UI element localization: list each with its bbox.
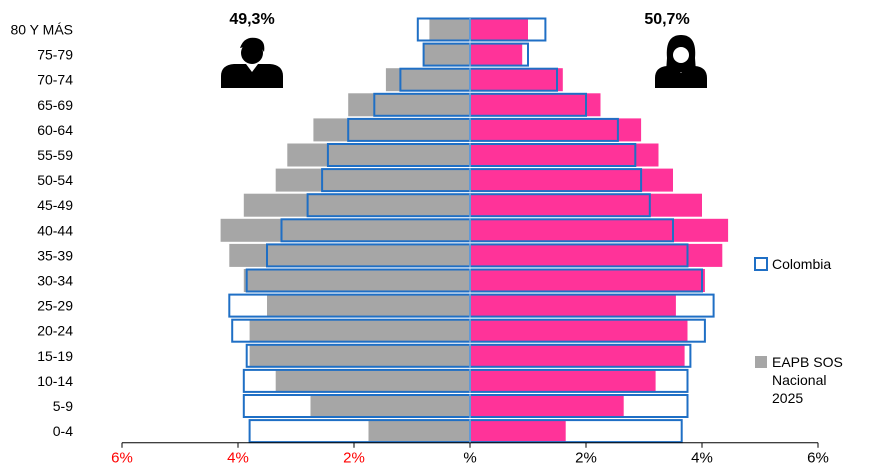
bar-eapb-female-25-29 [470, 294, 676, 318]
age-label-15-19: 15-19 [37, 348, 73, 364]
legend: Colombia EAPB SOS Nacional 2025 [754, 256, 843, 406]
age-label-70-74: 70-74 [37, 72, 73, 88]
age-label-75-79: 75-79 [37, 47, 73, 63]
x-tick-label-3: % [463, 450, 476, 467]
bar-eapb-male-75-79 [423, 43, 470, 67]
bar-eapb-male-0-4 [368, 419, 470, 443]
age-label-25-29: 25-29 [37, 298, 73, 314]
age-label-5-9: 5-9 [53, 398, 73, 414]
age-label-20-24: 20-24 [37, 323, 73, 339]
x-tick-label-2: 2% [343, 450, 365, 467]
man-silhouette-icon [221, 37, 283, 88]
bar-eapb-male-25-29 [267, 294, 470, 318]
age-label-30-34: 30-34 [37, 273, 73, 289]
age-label-60-64: 60-64 [37, 122, 73, 138]
bar-eapb-female-45-49 [470, 193, 702, 217]
age-labels-group: 0-4 5-9 10-14 15-19 20-24 25-29 30-34 35-39 40-4… [10, 22, 73, 440]
woman-silhouette-icon [655, 35, 707, 88]
bar-eapb-female-55-59 [470, 143, 659, 167]
male-share-label: 49,3% [229, 11, 274, 28]
legend-eapb-label-line3: 2025 [772, 390, 803, 406]
age-label-10-14: 10-14 [37, 373, 73, 389]
bar-eapb-male-80 Y MÁS [429, 18, 470, 41]
bar-eapb-female-60-64 [470, 118, 642, 142]
bar-eapb-female-10-14 [470, 369, 656, 393]
bar-eapb-male-35-39 [229, 243, 470, 267]
x-tick-label-1: 4% [227, 450, 249, 467]
bar-eapb-female-75-79 [470, 43, 523, 67]
bar-eapb-female-35-39 [470, 243, 723, 267]
bar-eapb-female-5-9 [470, 394, 624, 418]
bar-eapb-female-80 Y MÁS [470, 18, 528, 41]
bar-eapb-male-50-54 [275, 168, 470, 192]
bar-eapb-female-15-19 [470, 344, 685, 368]
bar-eapb-male-55-59 [287, 143, 470, 167]
bar-eapb-female-30-34 [470, 269, 705, 292]
age-label-40-44: 40-44 [37, 222, 73, 238]
bar-eapb-male-30-34 [243, 269, 470, 292]
age-label-55-59: 55-59 [37, 147, 73, 163]
age-label-0-4: 0-4 [53, 423, 73, 439]
x-tick-label-5: 4% [691, 450, 713, 467]
female-share-label: 50,7% [644, 11, 689, 28]
bar-eapb-male-20-24 [249, 319, 470, 343]
age-label-80 Y MÁS: 80 Y MÁS [10, 22, 73, 38]
age-label-65-69: 65-69 [37, 97, 73, 113]
legend-eapb-swatch [755, 356, 767, 368]
filled-bars-group [220, 18, 729, 443]
x-tick-label-0: 6% [111, 450, 133, 467]
age-label-45-49: 45-49 [37, 197, 73, 213]
bar-eapb-female-20-24 [470, 319, 688, 343]
x-tick-label-6: 6% [807, 450, 829, 467]
x-axis: 6% 4% 2%% 2% 4% 6% [111, 18, 829, 467]
bar-eapb-male-15-19 [249, 344, 470, 368]
age-label-50-54: 50-54 [37, 172, 73, 188]
bar-eapb-male-10-14 [275, 369, 470, 393]
legend-eapb-label-line2: Nacional [772, 372, 826, 388]
legend-eapb-label-line1: EAPB SOS [772, 354, 843, 370]
bar-eapb-male-60-64 [313, 118, 470, 142]
bar-eapb-female-70-74 [470, 68, 563, 92]
bar-eapb-male-70-74 [385, 68, 470, 92]
bar-eapb-male-5-9 [310, 394, 470, 418]
bar-eapb-male-65-69 [348, 93, 470, 117]
bar-eapb-female-0-4 [470, 419, 566, 443]
x-tick-label-4: 2% [575, 450, 597, 467]
bar-eapb-male-40-44 [220, 218, 470, 242]
bar-eapb-female-65-69 [470, 93, 601, 117]
bar-eapb-female-50-54 [470, 168, 673, 192]
age-label-35-39: 35-39 [37, 247, 73, 263]
legend-colombia-label: Colombia [772, 256, 831, 272]
legend-colombia-swatch [754, 257, 768, 271]
bar-eapb-female-40-44 [470, 218, 729, 242]
bar-eapb-male-45-49 [243, 193, 470, 217]
